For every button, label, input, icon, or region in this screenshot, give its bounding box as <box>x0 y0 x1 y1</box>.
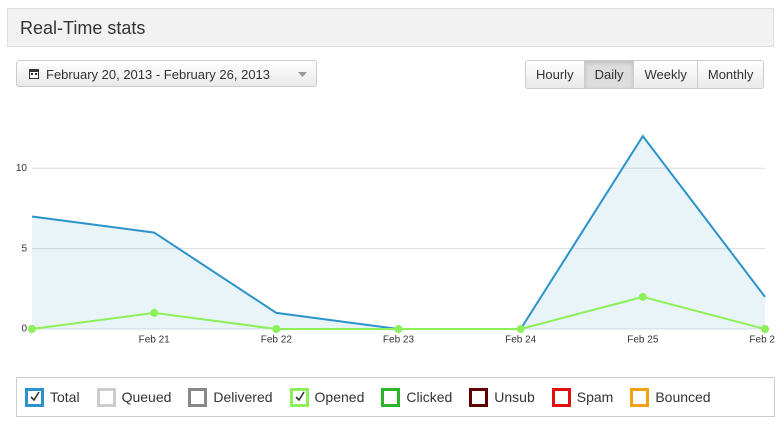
point <box>761 325 769 333</box>
x-tick-label: Feb 25 <box>627 335 659 346</box>
point <box>272 325 281 333</box>
point <box>150 308 159 317</box>
legend: Total Queued Delivered Opened Clicked Unsub Sp… <box>16 377 775 417</box>
legend-item[interactable]: Queued <box>96 387 172 407</box>
x-tick-label: Feb 26 <box>749 335 775 346</box>
range-button[interactable]: Monthly <box>696 61 764 88</box>
header: Real-Time stats <box>7 8 774 47</box>
checkbox[interactable] <box>381 387 401 407</box>
y-tick-label: 0 <box>21 324 27 335</box>
x-tick-label: Feb 24 <box>505 335 537 346</box>
range-button[interactable]: Daily <box>583 61 634 88</box>
range-button[interactable]: Hourly <box>526 61 584 88</box>
y-tick-label: 5 <box>21 243 27 254</box>
checkbox[interactable] <box>630 387 650 407</box>
legend-item[interactable]: Spam <box>551 387 614 407</box>
point <box>28 325 36 333</box>
range-button[interactable]: Weekly <box>633 61 697 88</box>
caret <box>298 72 307 77</box>
checkbox[interactable] <box>289 387 309 407</box>
legend-label: Queued <box>121 389 172 405</box>
date-range: February 20, 2013 - February 26, 2013 <box>46 67 271 82</box>
legend-label: Clicked <box>406 389 453 405</box>
range-buttons: Hourly Daily Weekly Monthly <box>525 60 765 89</box>
legend-item[interactable]: Opened <box>289 387 365 407</box>
legend-label: Unsub <box>494 389 535 405</box>
x-tick-label: Feb 23 <box>383 335 415 346</box>
legend-item[interactable]: Unsub <box>469 387 535 407</box>
point <box>516 325 525 333</box>
calendar-icon <box>29 69 39 79</box>
x-tick-label: Feb 22 <box>261 335 293 346</box>
legend-item[interactable]: Clicked <box>381 387 453 407</box>
title: Real-Time stats <box>20 18 146 38</box>
y-tick-label: 10 <box>16 163 28 174</box>
legend-label: Spam <box>576 389 614 405</box>
chart: 0 5 10 Feb 21 Feb 22 Feb 23 Feb 24 Feb 25 Feb 26 <box>16 134 775 346</box>
legend-label: Bounced <box>655 389 711 405</box>
checkbox[interactable] <box>469 387 489 407</box>
checkbox[interactable] <box>25 387 44 407</box>
point <box>638 292 647 301</box>
checkbox[interactable] <box>96 387 116 407</box>
legend-item[interactable]: Delivered <box>188 387 273 407</box>
x-tick-label: Feb 21 <box>139 335 171 346</box>
legend-label: Total <box>50 389 80 405</box>
checkbox[interactable] <box>551 387 571 407</box>
legend-item[interactable]: Total <box>25 387 80 407</box>
legend-item[interactable]: Bounced <box>630 387 711 407</box>
date-picker[interactable]: February 20, 2013 - February 26, 2013 <box>16 60 317 87</box>
checkbox[interactable] <box>188 387 208 407</box>
area <box>32 136 765 329</box>
legend-label: Delivered <box>213 389 273 405</box>
point <box>394 325 403 333</box>
legend-label: Opened <box>314 389 365 405</box>
check-mark <box>294 391 305 401</box>
check-mark <box>30 391 40 401</box>
